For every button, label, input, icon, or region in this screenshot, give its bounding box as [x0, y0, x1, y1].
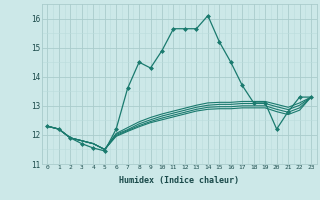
X-axis label: Humidex (Indice chaleur): Humidex (Indice chaleur)	[119, 176, 239, 185]
